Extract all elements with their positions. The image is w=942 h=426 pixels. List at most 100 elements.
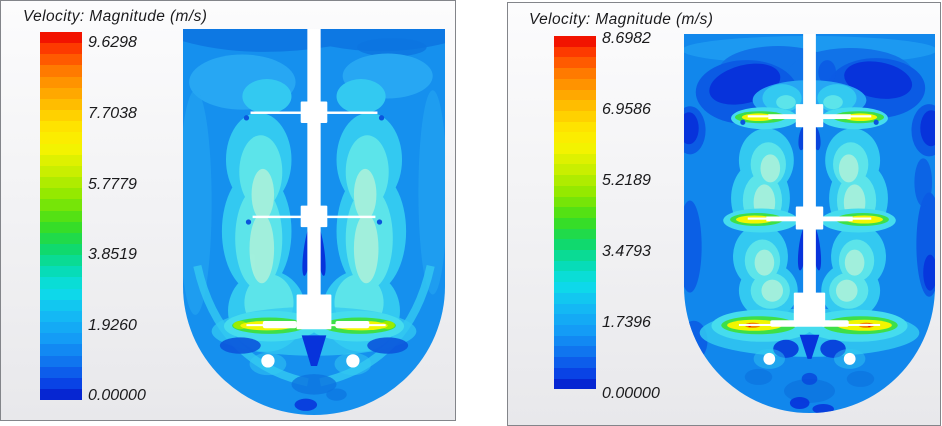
upper-impeller-blade <box>768 114 801 120</box>
middle-impeller-blade <box>819 216 853 222</box>
colorbar-band <box>554 271 596 283</box>
lower-impeller-arm <box>738 323 881 326</box>
colorbar-band <box>40 121 82 133</box>
colorbar-band <box>554 57 596 69</box>
colorbar-tick-label: 0.00000 <box>88 387 146 404</box>
colorbar-band <box>554 143 596 154</box>
agitator-assembly <box>738 34 881 365</box>
shaft <box>307 29 321 303</box>
colorbar-band <box>40 288 82 300</box>
colorbar-band <box>40 177 82 189</box>
colorbar-band <box>554 217 596 229</box>
colorbar-band <box>40 188 82 200</box>
colorbar-tick-label: 8.6982 <box>602 30 651 47</box>
colorbar-tick-label: 3.8519 <box>88 246 137 263</box>
colorbar-band <box>554 324 596 336</box>
middle-impeller-blade <box>252 215 376 219</box>
upper-impeller-blade <box>250 111 378 114</box>
colorbar-band <box>554 314 596 325</box>
upper-impeller-blade <box>818 114 851 120</box>
plot-title: Velocity: Magnitude (m/s) <box>23 8 208 25</box>
colorbar-band <box>554 378 596 390</box>
agitator-assembly <box>246 29 386 368</box>
colorbar-band <box>40 98 82 111</box>
sparger-hole <box>261 354 275 368</box>
middle-impeller-blade <box>766 216 800 222</box>
colorbar-band <box>554 292 596 304</box>
colorbar-band <box>554 367 596 379</box>
scene-panel-left: Velocity: Magnitude (m/s) 9.6298 7.7038 … <box>0 0 456 421</box>
colorbar <box>40 32 82 401</box>
colorbar-band <box>40 110 82 122</box>
lower-impeller-blade <box>770 320 798 327</box>
colorbar-band <box>40 221 82 233</box>
colorbar-band <box>554 303 596 315</box>
colorbar-band <box>554 196 596 208</box>
sparger-hole <box>763 352 776 365</box>
colorbar-tick-label: 1.7396 <box>602 314 651 331</box>
colorbar-tick-label: 5.7779 <box>88 176 137 193</box>
colorbar-band <box>554 239 596 251</box>
colorbar-band <box>554 260 596 272</box>
colorbar-band <box>554 110 596 122</box>
colorbar-band <box>40 255 82 267</box>
colorbar-band <box>554 282 596 293</box>
colorbar-band <box>40 310 82 323</box>
colorbar-band <box>554 68 596 79</box>
colorbar-tick-label: 3.4793 <box>602 243 651 260</box>
colorbar-band <box>554 207 596 218</box>
colorbar-band <box>40 43 82 55</box>
colorbar-band <box>554 228 596 240</box>
colorbar-band <box>554 346 596 358</box>
colorbar-band <box>554 335 596 347</box>
colorbar-band <box>40 210 82 222</box>
colorbar-band <box>40 344 82 356</box>
colorbar-band <box>40 243 82 256</box>
colorbar-band <box>40 366 82 378</box>
upper-impeller-arm <box>747 115 872 118</box>
colorbar-band <box>40 132 82 144</box>
colorbar-tick-label: 1.9260 <box>88 317 137 334</box>
sparger-hole <box>843 352 856 365</box>
colorbar-band <box>554 132 596 144</box>
colorbar-band <box>554 185 596 197</box>
lower-impeller-hub <box>296 294 332 330</box>
colorbar-band <box>40 389 82 401</box>
shaft <box>803 34 816 301</box>
colorbar-band <box>40 322 82 334</box>
colorbar-band <box>40 299 82 311</box>
colorbar-tick-label: 5.2189 <box>602 172 651 189</box>
sparger-hole <box>346 354 360 368</box>
colorbar-band <box>40 87 82 99</box>
colorbar <box>554 36 596 390</box>
lower-impeller-arm <box>246 324 386 327</box>
scene-panel-right: Velocity: Magnitude (m/s) 8.6982 6.9586 … <box>507 2 941 426</box>
colorbar-band <box>40 65 82 77</box>
lower-impeller-hub <box>793 292 826 327</box>
colorbar-band <box>40 32 82 44</box>
middle-impeller-arm <box>747 217 872 220</box>
colorbar-tick-label: 0.00000 <box>602 385 660 402</box>
colorbar-band <box>40 266 82 278</box>
contour-plot-right <box>684 34 935 413</box>
colorbar-band <box>40 154 82 166</box>
colorbar-band <box>40 277 82 289</box>
colorbar-tick-label: 6.9586 <box>602 101 651 118</box>
velocity-contour-field <box>684 34 935 413</box>
colorbar-band <box>554 100 596 111</box>
colorbar-band <box>40 333 82 345</box>
colorbar-band <box>40 232 82 244</box>
colorbar-band <box>40 355 82 367</box>
colorbar-tick-label: 9.6298 <box>88 34 137 51</box>
colorbar-band <box>554 46 596 58</box>
colorbar-band <box>554 121 596 133</box>
colorbar-band <box>40 165 82 178</box>
colorbar-band <box>554 164 596 176</box>
lower-impeller-blade <box>335 321 370 329</box>
colorbar-band <box>554 175 596 186</box>
colorbar-band <box>40 377 82 389</box>
colorbar-band <box>554 78 596 90</box>
colorbar-tick-label: 7.7038 <box>88 105 137 122</box>
plot-title: Velocity: Magnitude (m/s) <box>529 11 714 28</box>
